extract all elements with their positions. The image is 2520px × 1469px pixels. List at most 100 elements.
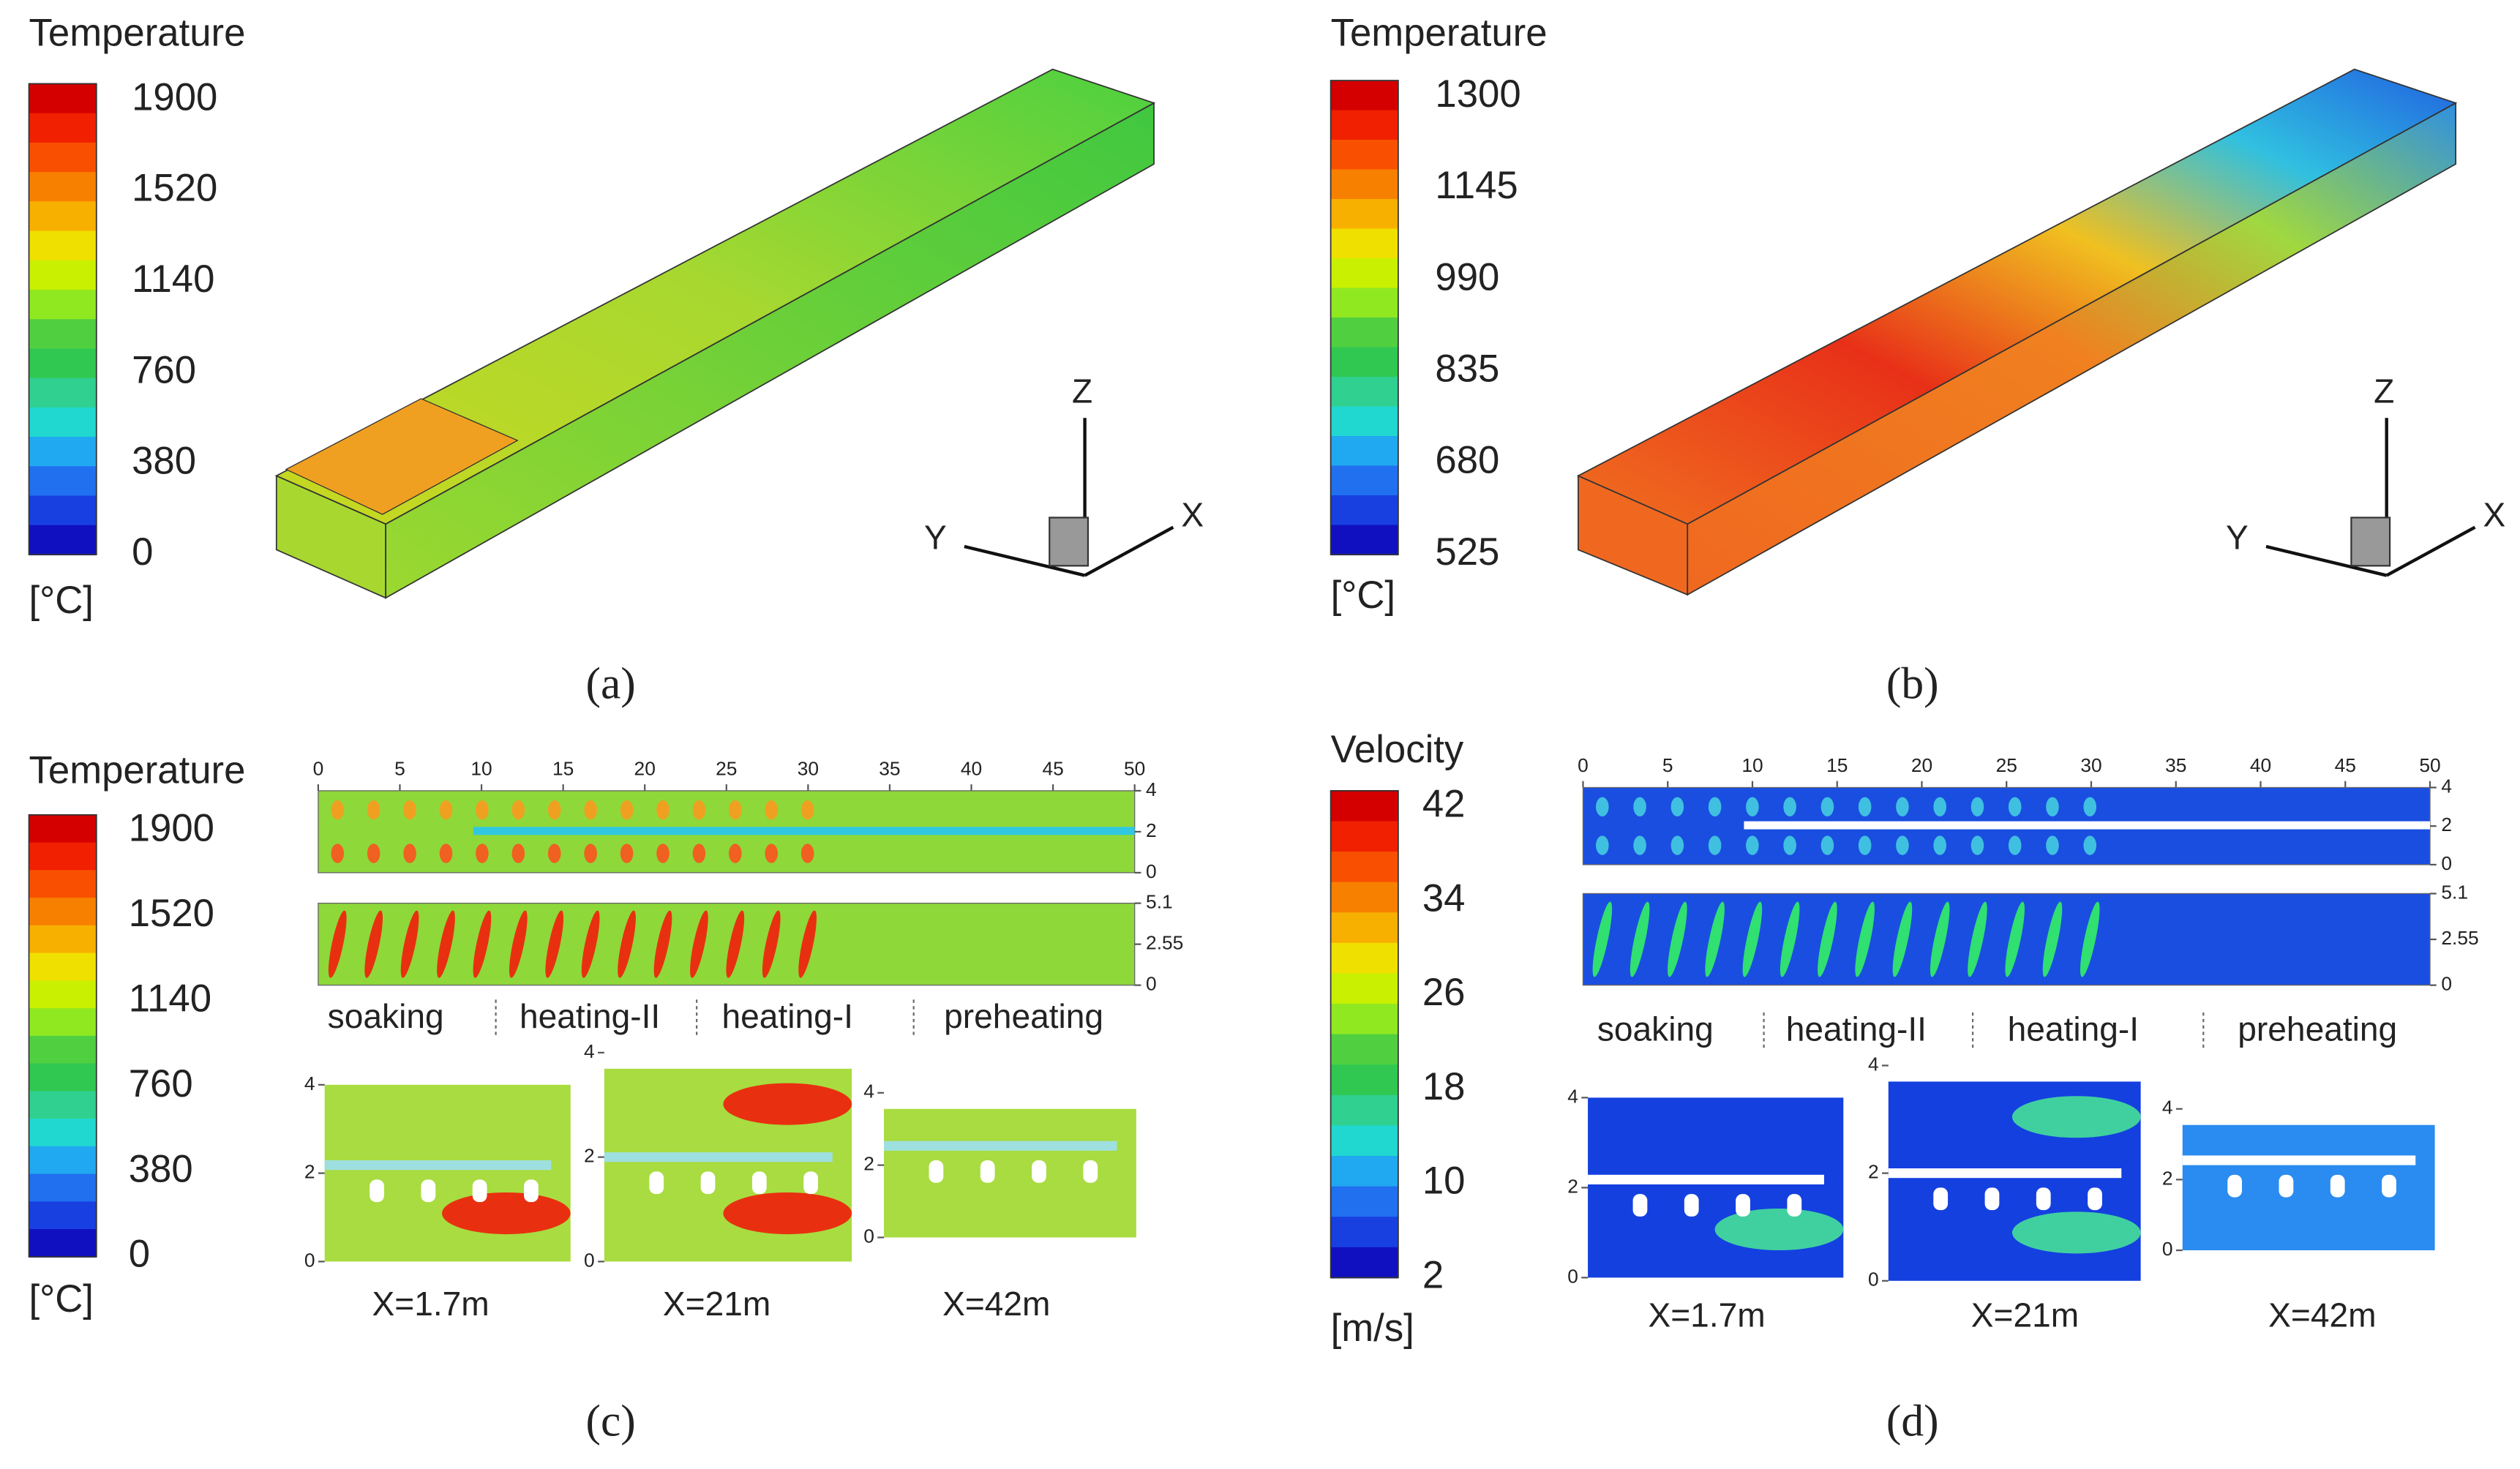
colorbar-band — [1330, 821, 1398, 853]
colorbar-tick-label: 1140 — [132, 258, 214, 301]
skid — [472, 1179, 487, 1203]
skid — [370, 1179, 384, 1203]
flame — [656, 800, 670, 820]
beam — [2182, 1155, 2416, 1165]
colorbar-tick-label: 34 — [1422, 876, 1466, 920]
colorbar-band — [29, 925, 97, 954]
beam — [1588, 1174, 1824, 1184]
flame — [692, 800, 706, 820]
flame — [765, 844, 778, 863]
colorbar-tick-label: 0 — [129, 1233, 150, 1276]
colorbar-tick-label: 760 — [132, 348, 196, 391]
panel: Temperature 1900 1520 1140 760 380 0 [°C] (a) Z Y X — [28, 11, 1204, 708]
section-label: preheating — [2238, 1010, 2397, 1048]
colorbar-band — [29, 437, 97, 467]
y-tick-label: 4 — [584, 1040, 595, 1062]
colorbar-band — [29, 466, 97, 497]
colorbar-band — [29, 172, 97, 203]
skid — [421, 1179, 436, 1203]
panel-label: (d) — [1886, 1397, 1939, 1446]
axis-x — [1084, 525, 1174, 577]
colorbar-band — [29, 1063, 97, 1092]
hot-zone — [2011, 1096, 2141, 1138]
colorbar-band — [1330, 1247, 1398, 1279]
beam — [473, 827, 1135, 835]
y-tick-label: 0 — [2162, 1238, 2173, 1260]
flame — [367, 844, 380, 863]
x-tick-label: 40 — [2250, 754, 2271, 776]
flame — [2042, 901, 2063, 977]
x-tick-label: 0 — [313, 757, 324, 779]
colorbar-band — [29, 319, 97, 350]
x-tick-label: 30 — [798, 757, 819, 779]
flame — [1783, 835, 1796, 855]
flame — [1783, 797, 1796, 817]
flame — [331, 844, 345, 863]
flame — [620, 844, 634, 863]
colorbar-tick-label: 760 — [129, 1062, 193, 1105]
y-tick-label: 0 — [584, 1249, 595, 1271]
colorbar-tick-label: 1900 — [132, 75, 217, 119]
flame — [620, 800, 634, 820]
flame — [331, 800, 345, 820]
hot-zone — [723, 1192, 852, 1235]
colorbar-band — [29, 1146, 97, 1175]
flame — [584, 844, 597, 863]
colorbar-band — [1330, 1034, 1398, 1066]
y-tick-label: 4 — [2441, 775, 2452, 797]
y-tick-label: 0 — [863, 1225, 874, 1247]
x-tick-label: 20 — [634, 757, 656, 779]
flame — [1970, 797, 1984, 817]
colorbar-band — [1330, 882, 1398, 914]
x-tick-label: 35 — [879, 757, 900, 779]
colorbar-tick-label: 1520 — [129, 892, 214, 935]
flame — [1858, 835, 1872, 855]
flame — [618, 910, 636, 978]
panel-label: (b) — [1886, 658, 1939, 708]
hot-zone — [723, 1083, 852, 1125]
colorbar-title: Velocity — [1331, 728, 1464, 771]
slice-field — [884, 1108, 1136, 1238]
slice-label: X=42m — [2268, 1296, 2376, 1334]
colorbar-band — [29, 201, 97, 232]
colorbar-band — [1330, 318, 1398, 348]
colorbar-tick-label: 380 — [129, 1147, 193, 1190]
y-tick-label: 0 — [2441, 973, 2452, 995]
skid — [1787, 1194, 1802, 1217]
colorbar-band — [1330, 790, 1398, 822]
x-tick-label: 50 — [1124, 757, 1145, 779]
y-tick-label: 2 — [304, 1161, 315, 1183]
colorbar-tick-label: 1140 — [129, 977, 211, 1021]
colorbar-band — [1330, 525, 1398, 556]
section-label: soaking — [1597, 1010, 1714, 1048]
x-tick-label: 30 — [2080, 754, 2101, 776]
colorbar-title: Temperature — [29, 749, 246, 792]
colorbar-band — [1330, 852, 1398, 883]
colorbar-unit: [°C] — [29, 1277, 94, 1320]
axis-label-x: X — [1181, 496, 1204, 534]
y-tick-label: 2 — [1868, 1161, 1879, 1183]
skid — [2330, 1174, 2345, 1198]
y-tick-label: 4 — [863, 1081, 874, 1102]
colorbar-tick-label: 18 — [1422, 1065, 1466, 1108]
colorbar-band — [1330, 258, 1398, 289]
y-tick-label: 5.1 — [1146, 891, 1173, 913]
colorbar-band — [29, 407, 97, 438]
slice-label: X=1.7m — [372, 1285, 490, 1323]
colorbar-band — [1330, 347, 1398, 378]
flame — [2046, 835, 2059, 855]
skid — [1984, 1187, 2000, 1211]
y-tick-label: 0 — [1146, 973, 1157, 995]
flame — [1855, 901, 1875, 977]
colorbar-frame — [28, 83, 97, 555]
flame — [545, 910, 564, 978]
furnace-a — [274, 68, 1156, 599]
flame — [547, 800, 561, 820]
x-tick-label: 50 — [2419, 754, 2440, 776]
flame — [1708, 835, 1722, 855]
slice-label: X=21m — [1971, 1296, 2079, 1334]
axis-x — [2385, 525, 2476, 577]
beam — [1888, 1168, 2122, 1179]
hot-zone — [1714, 1208, 1844, 1251]
y-tick-label: 2.55 — [2441, 927, 2478, 949]
